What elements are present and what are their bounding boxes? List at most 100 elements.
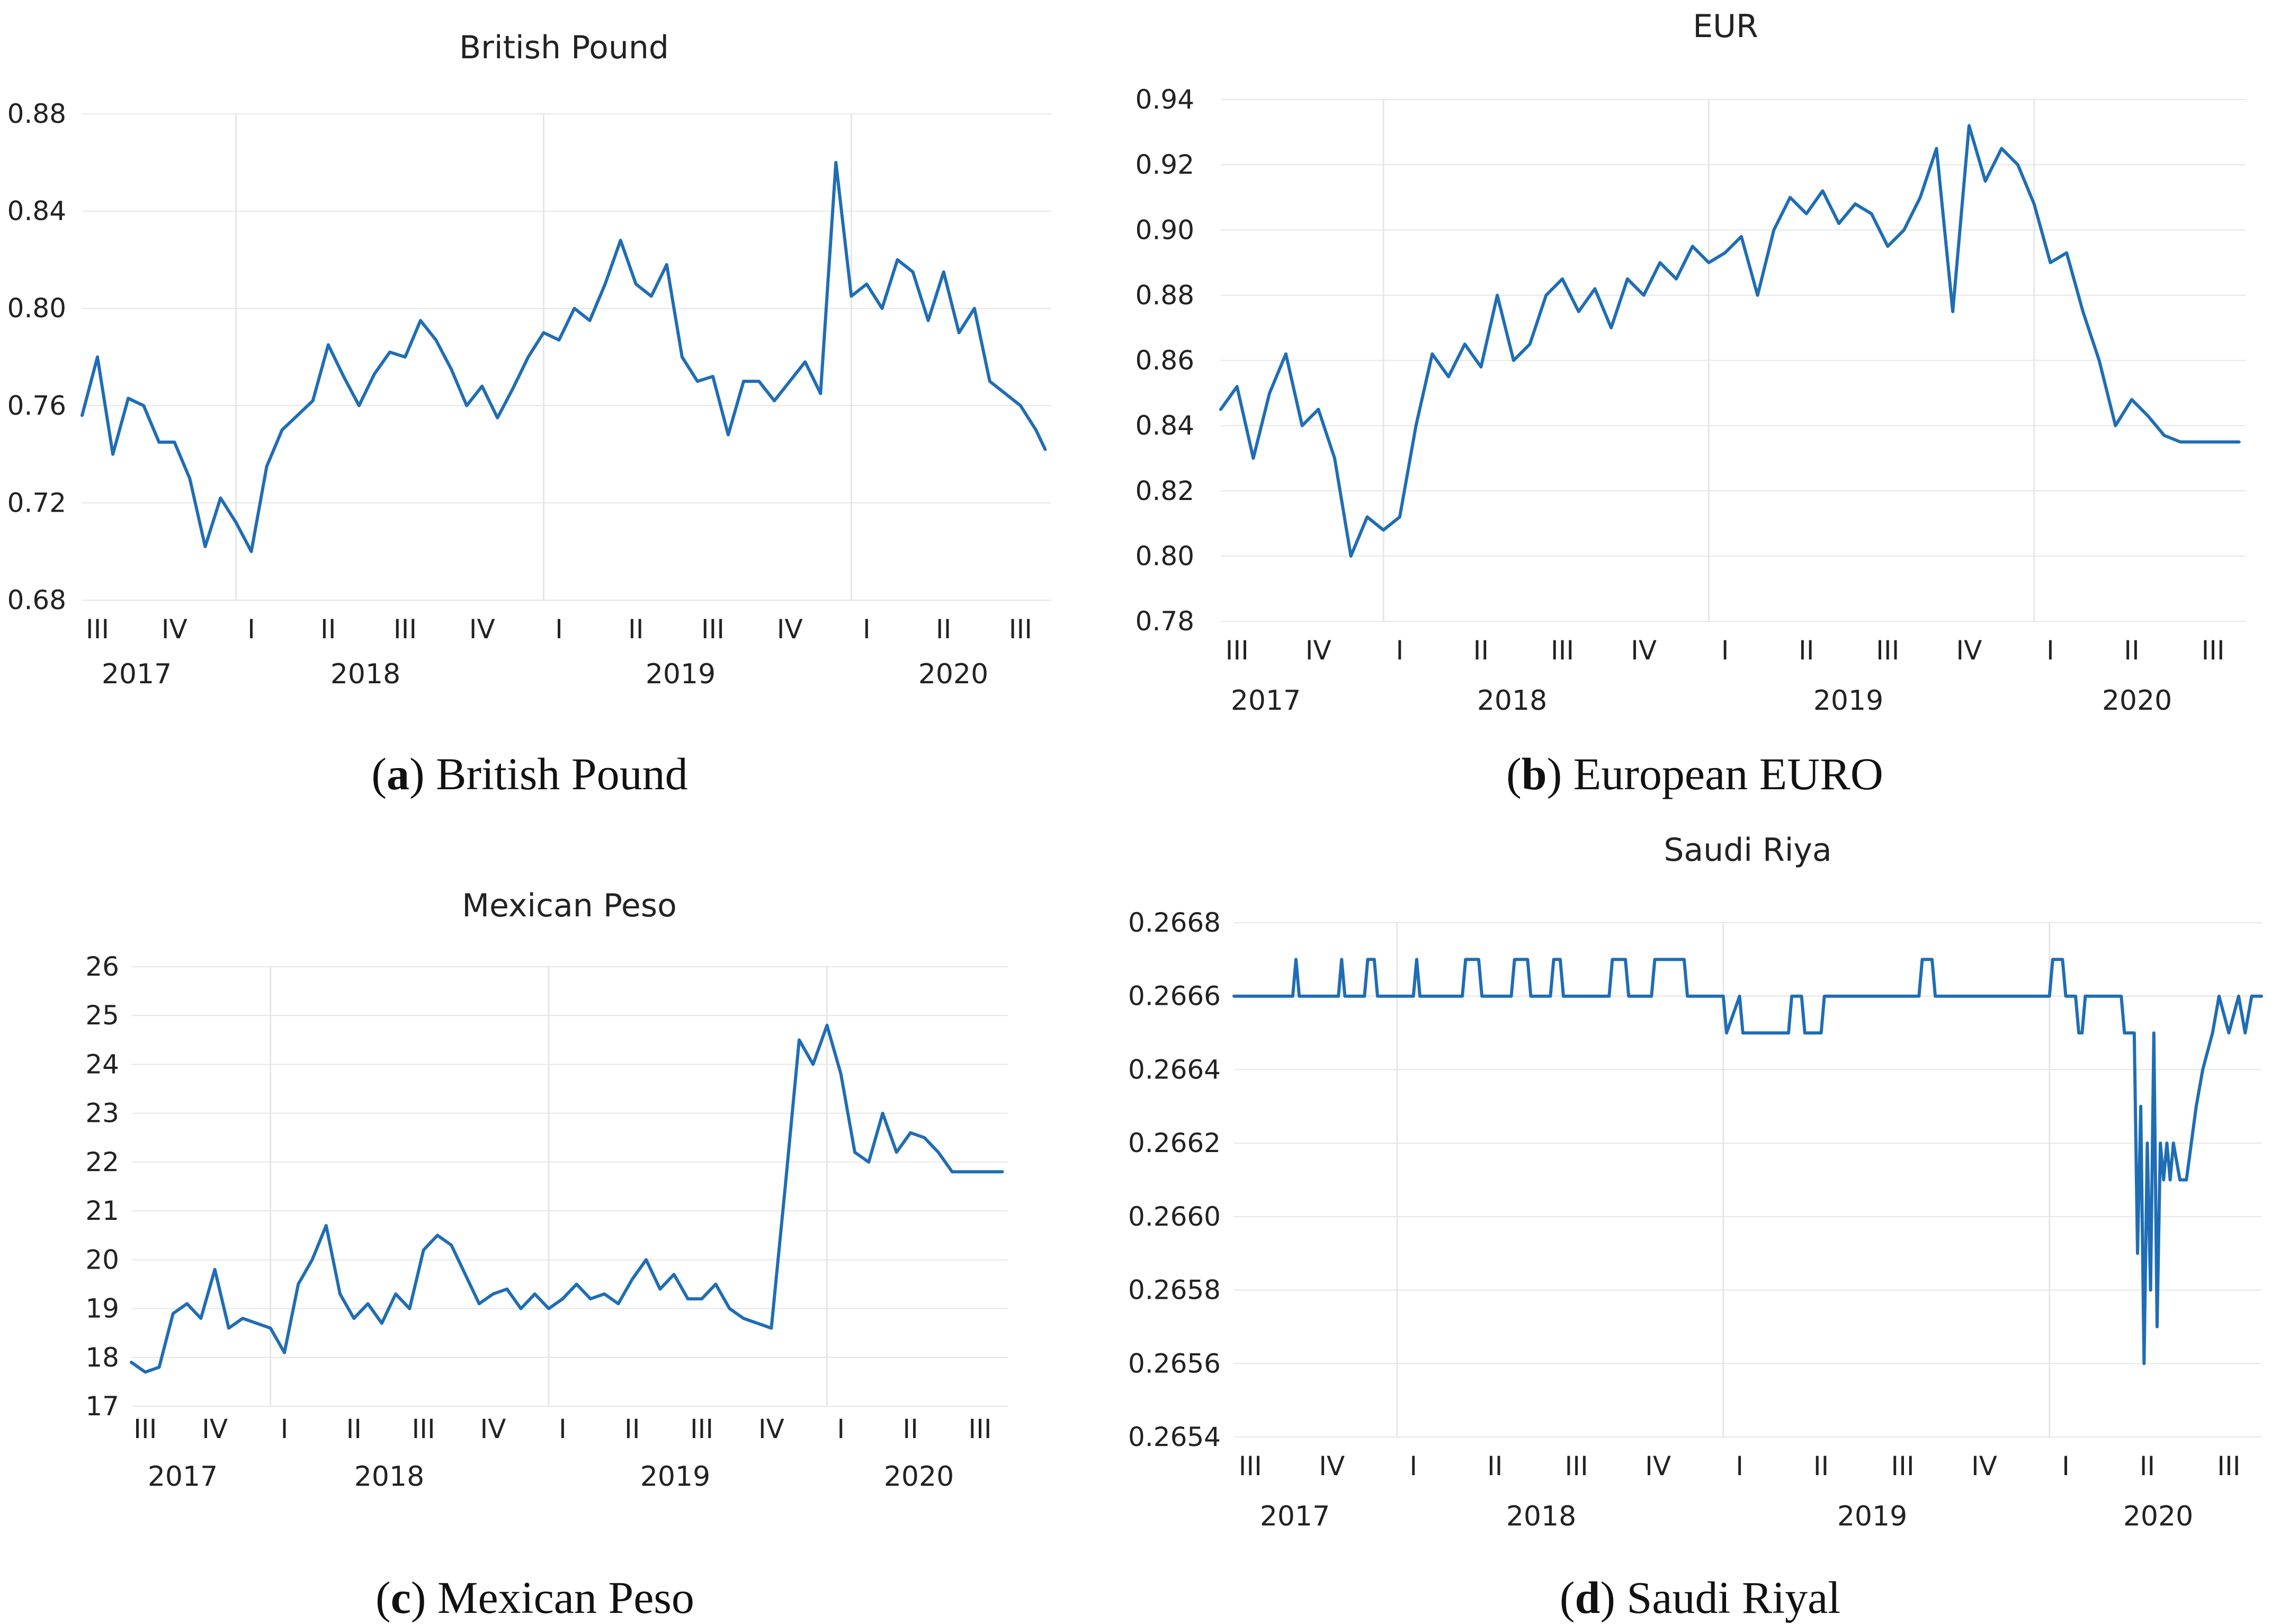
y-tick-label: 26 <box>85 951 119 982</box>
x-quarter-label-q-i-2020: I <box>837 1414 845 1444</box>
panel-a-caption: (a) British Pound <box>371 748 687 799</box>
y-tick-label: 18 <box>85 1342 119 1373</box>
x-quarter-label-q-iii-2019: III <box>1891 1451 1914 1482</box>
y-tick-label: 24 <box>85 1049 119 1079</box>
x-quarter-label-q-ii-2019: II <box>628 614 644 645</box>
x-quarter-label-q-iii-2017: III <box>86 614 109 645</box>
x-quarter-label-q-iii-2018: III <box>412 1414 435 1444</box>
x-quarter-label-q-i-2019: I <box>1721 635 1729 666</box>
x-quarter-label-q-ii-2018: II <box>320 614 336 645</box>
x-quarter-label-q-i-2020: I <box>2046 635 2054 666</box>
x-quarter-label-q-iii-2019: III <box>1876 635 1899 666</box>
series-line <box>1219 124 2241 558</box>
x-year-label-2019: 2019 <box>640 1461 710 1493</box>
x-quarter-label-q-i-2018: I <box>1409 1451 1417 1482</box>
y-tick-label: 0.2656 <box>1128 1348 1221 1379</box>
x-quarter-label-q-i-2018: I <box>281 1414 289 1444</box>
x-quarter-label-q-i-2020: I <box>863 614 871 645</box>
x-quarter-label-q-i-2020: I <box>2062 1451 2070 1482</box>
x-year-label-2017: 2017 <box>102 658 172 690</box>
x-year-label-2017: 2017 <box>148 1461 218 1493</box>
x-quarter-label-q-ii-2018: II <box>346 1414 362 1444</box>
x-quarter-label-q-iii-2017: III <box>133 1414 157 1444</box>
y-tick-label: 0.86 <box>1136 345 1194 376</box>
y-tick-label: 0.88 <box>1136 280 1194 310</box>
x-quarter-label-q-iv-2017: IV <box>1306 635 1331 666</box>
series-line <box>1232 958 2263 1366</box>
x-quarter-label-q-iii-2020: III <box>968 1414 991 1444</box>
panel-b-caption: (b) European EURO <box>1506 748 1883 799</box>
y-tick-label: 0.2666 <box>1128 981 1221 1012</box>
x-quarter-label-q-iv-2018: IV <box>469 614 495 645</box>
x-quarter-label-q-ii-2020: II <box>936 614 952 645</box>
y-tick-label: 21 <box>85 1195 119 1226</box>
x-quarter-label-q-iv-2018: IV <box>480 1414 506 1444</box>
panel-d: Saudi Riya 0.26680.26660.26640.26620.266… <box>1128 832 2263 1623</box>
panel-b-title: EUR <box>1693 8 1758 45</box>
x-quarter-label-q-iv-2019: IV <box>1971 1451 1997 1482</box>
y-tick-label: 0.2664 <box>1128 1054 1221 1085</box>
y-tick-label: 0.2662 <box>1128 1128 1221 1158</box>
x-quarter-label-q-iii-2020: III <box>2201 635 2224 666</box>
x-year-label-2020: 2020 <box>2123 1501 2193 1532</box>
panel-a: British Pound 0.880.840.800.760.720.68II… <box>7 29 1051 799</box>
x-quarter-label-q-i-2018: I <box>247 614 255 645</box>
x-quarter-label-q-iv-2017: IV <box>1319 1451 1345 1482</box>
series-line <box>130 1023 1004 1374</box>
y-tick-label: 0.84 <box>1136 411 1194 441</box>
x-quarter-label-q-iii-2017: III <box>1226 635 1249 666</box>
x-year-label-2017: 2017 <box>1260 1501 1330 1532</box>
panel-c-title: Mexican Peso <box>462 887 677 924</box>
x-quarter-label-q-ii-2019: II <box>624 1414 640 1444</box>
x-quarter-label-q-ii-2020: II <box>2124 635 2140 666</box>
y-tick-label: 0.94 <box>1136 84 1194 115</box>
x-quarter-label-q-iv-2019: IV <box>777 614 803 645</box>
y-tick-label: 0.84 <box>7 196 66 227</box>
x-year-label-2020: 2020 <box>2102 685 2172 717</box>
panel-d-title: Saudi Riya <box>1664 832 1831 869</box>
x-quarter-label-q-iv-2018: IV <box>1645 1451 1671 1482</box>
x-quarter-label-q-iii-2017: III <box>1239 1451 1262 1482</box>
y-tick-label: 0.78 <box>1136 606 1194 637</box>
y-tick-label: 25 <box>85 1000 119 1031</box>
y-tick-label: 0.68 <box>7 585 66 615</box>
x-quarter-label-q-iii-2018: III <box>1565 1451 1588 1482</box>
x-quarter-label-q-ii-2018: II <box>1473 635 1489 666</box>
y-tick-label: 19 <box>85 1293 119 1324</box>
x-quarter-label-q-ii-2020: II <box>902 1414 918 1444</box>
x-year-label-2017: 2017 <box>1231 685 1301 717</box>
panel-c-caption: (c) Mexican Peso <box>375 1572 694 1623</box>
y-tick-label: 0.92 <box>1136 149 1194 180</box>
panel-a-title: British Pound <box>459 29 669 66</box>
x-year-label-2020: 2020 <box>884 1461 954 1493</box>
y-tick-label: 0.88 <box>7 99 66 129</box>
y-tick-label: 0.80 <box>1136 541 1194 572</box>
x-quarter-label-q-iv-2019: IV <box>758 1414 784 1444</box>
x-quarter-label-q-i-2019: I <box>1736 1451 1744 1482</box>
x-quarter-label-q-iv-2019: IV <box>1956 635 1982 666</box>
x-quarter-label-q-i-2019: I <box>559 1414 567 1444</box>
x-quarter-label-q-iii-2020: III <box>2217 1451 2240 1482</box>
x-quarter-label-q-iv-2017: IV <box>162 614 187 645</box>
y-tick-label: 0.72 <box>7 487 66 518</box>
x-year-label-2018: 2018 <box>1477 685 1547 717</box>
y-tick-label: 0.2660 <box>1128 1201 1221 1232</box>
x-quarter-label-q-ii-2020: II <box>2140 1451 2156 1482</box>
x-quarter-label-q-i-2018: I <box>1396 635 1403 666</box>
x-quarter-label-q-iii-2019: III <box>701 614 725 645</box>
x-quarter-label-q-iv-2017: IV <box>202 1414 228 1444</box>
x-quarter-label-q-ii-2019: II <box>1799 635 1814 666</box>
y-tick-label: 0.80 <box>7 293 66 324</box>
x-quarter-label-q-iii-2020: III <box>1009 614 1032 645</box>
panel-d-caption: (d) Saudi Riyal <box>1560 1572 1840 1623</box>
y-tick-label: 0.90 <box>1136 215 1194 245</box>
x-year-label-2018: 2018 <box>354 1461 424 1493</box>
x-quarter-label-q-ii-2019: II <box>1813 1451 1829 1482</box>
x-quarter-label-q-iii-2018: III <box>394 614 417 645</box>
y-tick-label: 0.76 <box>7 390 66 421</box>
y-tick-label: 0.82 <box>1136 476 1194 506</box>
x-quarter-label-q-iii-2018: III <box>1551 635 1574 666</box>
